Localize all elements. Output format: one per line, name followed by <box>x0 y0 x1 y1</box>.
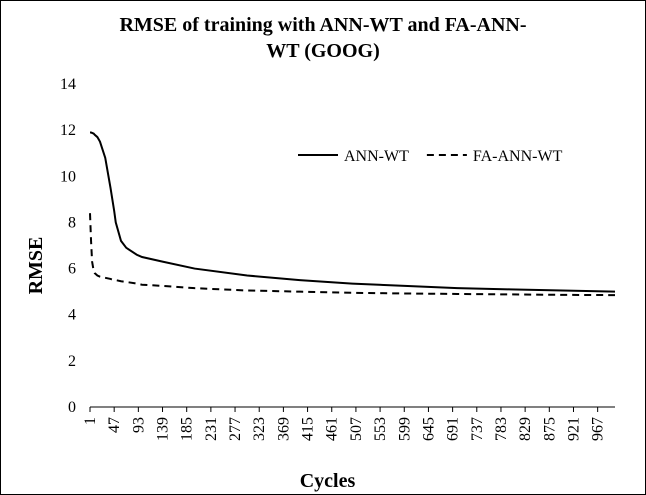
x-tick-label: 553 <box>372 417 389 441</box>
x-tick-label: 47 <box>106 417 123 433</box>
legend-label: ANN-WT <box>344 148 409 165</box>
series-line <box>89 213 616 297</box>
x-tick-label: 829 <box>517 417 534 441</box>
x-tick-label: 967 <box>590 417 607 441</box>
y-tick-label: 2 <box>68 353 76 370</box>
x-tick-label: 185 <box>179 417 196 441</box>
y-tick-label: 4 <box>68 307 76 324</box>
x-tick-label: 369 <box>275 417 292 441</box>
x-tick-label: 691 <box>445 417 462 441</box>
x-tick-label: 323 <box>251 417 268 441</box>
x-tick-label: 875 <box>541 417 558 441</box>
x-tick-label: 783 <box>493 417 510 441</box>
series-line <box>90 131 616 293</box>
x-tick-label: 231 <box>203 417 220 441</box>
y-tick-label: 14 <box>60 76 76 93</box>
x-tick-label: 737 <box>469 417 486 441</box>
x-tick-label: 139 <box>155 417 172 441</box>
chart-title: RMSE of training with ANN-WT and FA-ANN-… <box>119 14 527 62</box>
x-tick-label: 277 <box>227 417 244 441</box>
y-axis-title: RMSE <box>25 237 47 295</box>
legend-label: FA-ANN-WT <box>473 148 563 165</box>
y-tick-label: 12 <box>60 122 76 139</box>
x-tick-label: 1 <box>82 417 99 425</box>
y-tick-label: 0 <box>68 399 76 416</box>
y-tick-label: 6 <box>68 261 76 278</box>
x-tick-label: 645 <box>420 417 437 441</box>
x-axis-title: Cycles <box>300 470 356 492</box>
x-tick-label: 921 <box>565 417 582 441</box>
x-tick-label: 93 <box>130 417 147 433</box>
y-tick-label: 10 <box>60 168 76 185</box>
y-tick-label: 8 <box>68 214 76 231</box>
x-tick-label: 599 <box>396 417 413 441</box>
x-tick-label: 507 <box>348 417 365 441</box>
x-tick-label: 461 <box>324 417 341 441</box>
x-tick-label: 415 <box>300 417 317 441</box>
